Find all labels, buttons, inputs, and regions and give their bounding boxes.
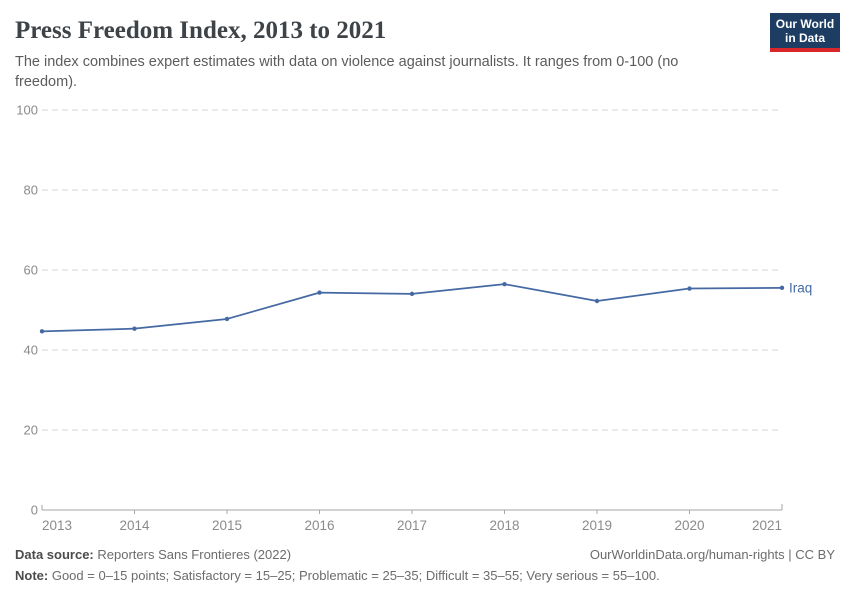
owid-url-license[interactable]: OurWorldinData.org/human-rights | CC BY bbox=[589, 547, 835, 562]
chart-subtitle: The index combines expert estimates with… bbox=[15, 54, 679, 90]
y-tick-label-20: 20 bbox=[24, 423, 38, 438]
data-source-value: Reporters Sans Frontieres (2022) bbox=[97, 547, 292, 562]
owid-logo-line2: in Data bbox=[784, 31, 825, 45]
data-point-2020 bbox=[687, 286, 692, 291]
x-tick-label-2016: 2016 bbox=[304, 518, 334, 533]
x-tick-label-2013: 2013 bbox=[42, 518, 72, 533]
data-point-2015 bbox=[224, 316, 230, 322]
data-source: Data source: Reporters Sans Frontieres (… bbox=[15, 547, 291, 562]
data-point-2016 bbox=[317, 290, 322, 295]
series-line-iraq bbox=[41, 283, 783, 333]
owid-logo-line1: Our World bbox=[775, 17, 835, 31]
owid-logo[interactable]: Our World in Data bbox=[770, 13, 840, 52]
x-tick-label-2019: 2019 bbox=[582, 518, 612, 533]
x-tick-label-2014: 2014 bbox=[119, 518, 150, 533]
y-tick-label-60: 60 bbox=[24, 263, 38, 278]
y-tick-label-0: 0 bbox=[31, 503, 38, 518]
data-point-2014 bbox=[132, 326, 137, 331]
x-tick-label-2021: 2021 bbox=[752, 518, 782, 533]
data-point-2017 bbox=[409, 291, 415, 297]
y-tick-label-100: 100 bbox=[16, 103, 38, 118]
y-tick-label-80: 80 bbox=[24, 183, 38, 198]
data-point-2019 bbox=[594, 298, 600, 304]
y-tick-label-40: 40 bbox=[24, 343, 38, 358]
x-tick-label-2015: 2015 bbox=[212, 518, 242, 533]
chart-title: Press Freedom Index, 2013 to 2021 bbox=[15, 17, 387, 44]
x-tick-label-2017: 2017 bbox=[397, 518, 427, 533]
data-source-label: Data source: bbox=[15, 547, 94, 562]
note-label: Note: bbox=[15, 568, 49, 583]
data-point-2021 bbox=[779, 285, 785, 291]
series-end-label: Iraq bbox=[789, 280, 812, 295]
data-point-2013 bbox=[39, 329, 45, 334]
x-tick-label-2018: 2018 bbox=[489, 518, 519, 533]
x-tick-label-2020: 2020 bbox=[674, 518, 704, 533]
footer-note: Note: Good = 0–15 points; Satisfactory =… bbox=[15, 568, 835, 583]
line-chart-canvas: 0 20 40 60 80 100 2013 2014 2015 2016 2017 2018 2019… bbox=[16, 103, 812, 534]
note-value: Good = 0–15 points; Satisfactory = 15–25… bbox=[51, 568, 660, 583]
data-point-2018 bbox=[502, 281, 507, 287]
footer-row: Data source: Reporters Sans Frontieres (… bbox=[15, 547, 835, 562]
